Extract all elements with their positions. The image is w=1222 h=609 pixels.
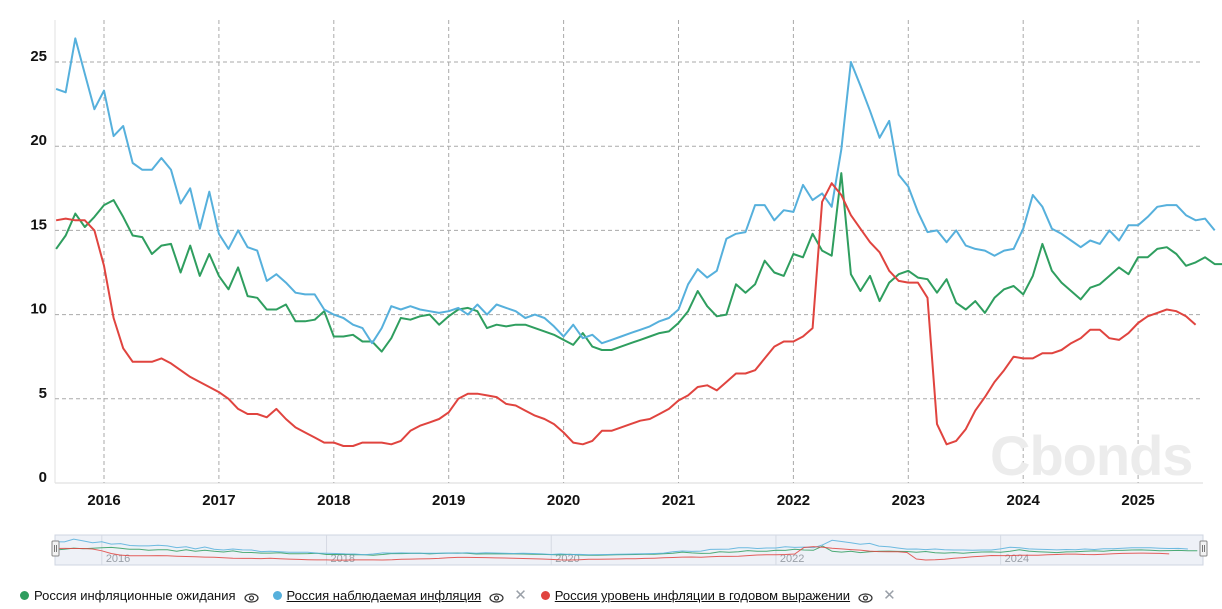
close-icon[interactable]: ✕	[883, 587, 896, 604]
legend-dot	[540, 591, 550, 600]
navigator-tick-label: 2020	[555, 553, 579, 565]
x-tick-label: 2023	[892, 492, 925, 509]
x-tick-label: 2020	[547, 492, 580, 509]
y-tick-label: 10	[30, 301, 47, 318]
navigator-tick-label: 2022	[780, 553, 804, 565]
y-tick-label: 25	[30, 48, 47, 65]
eye-icon[interactable]	[489, 591, 504, 603]
x-axis: 2016 2017 2018 2019 2020 2021 2022 2023 2024 2025	[87, 492, 1154, 509]
navigator-tick-label: 2018	[331, 553, 355, 565]
navigator-series-1	[54, 538, 1188, 556]
x-tick-label: 2019	[432, 492, 465, 509]
legend-label[interactable]: Россия инфляционные ожидания	[34, 588, 236, 603]
y-tick-label: 0	[39, 469, 47, 486]
eye-icon[interactable]	[243, 591, 259, 603]
navigator-tick-label: 2016	[106, 553, 130, 565]
navigator-left-handle[interactable]	[51, 540, 60, 557]
watermark-logo: Cbonds	[990, 424, 1192, 487]
legend-item-expectations[interactable]: Россия инфляционные ожидания	[20, 588, 259, 603]
legend: Россия инфляционные ожидания Россия набл…	[20, 588, 910, 603]
series-line-2	[55, 182, 1197, 447]
y-axis: 0 5 10 15 20 25	[30, 48, 47, 486]
eye-icon[interactable]	[858, 591, 873, 603]
series-lines	[55, 37, 1222, 447]
x-tick-label: 2024	[1007, 492, 1041, 509]
y-tick-label: 5	[39, 385, 47, 402]
legend-label[interactable]: Россия уровень инфляции в годовом выраже…	[554, 588, 851, 603]
legend-item-annual[interactable]: Россия уровень инфляции в годовом выраже…	[540, 587, 896, 604]
x-tick-label: 2017	[202, 492, 235, 509]
x-tick-label: 2025	[1121, 492, 1154, 509]
series-line-0	[55, 172, 1222, 353]
legend-dot	[20, 591, 29, 600]
y-tick-label: 15	[30, 216, 47, 233]
x-tick-label: 2022	[777, 492, 810, 509]
legend-label[interactable]: Россия наблюдаемая инфляция	[286, 588, 482, 603]
y-tick-label: 20	[30, 132, 47, 149]
navigator-series-2	[54, 546, 1170, 561]
grid-lines	[54, 20, 1203, 484]
navigator[interactable]: 2016 2018 2020 2022 2024	[51, 534, 1208, 566]
navigator-right-handle[interactable]	[1199, 540, 1208, 557]
series-line-1	[55, 37, 1216, 345]
legend-dot	[272, 591, 282, 600]
x-tick-label: 2021	[662, 492, 695, 509]
x-tick-label: 2016	[87, 492, 120, 509]
legend-item-observed[interactable]: Россия наблюдаемая инфляция ✕	[272, 587, 527, 604]
close-icon[interactable]: ✕	[514, 587, 527, 604]
x-tick-label: 2018	[317, 492, 350, 509]
